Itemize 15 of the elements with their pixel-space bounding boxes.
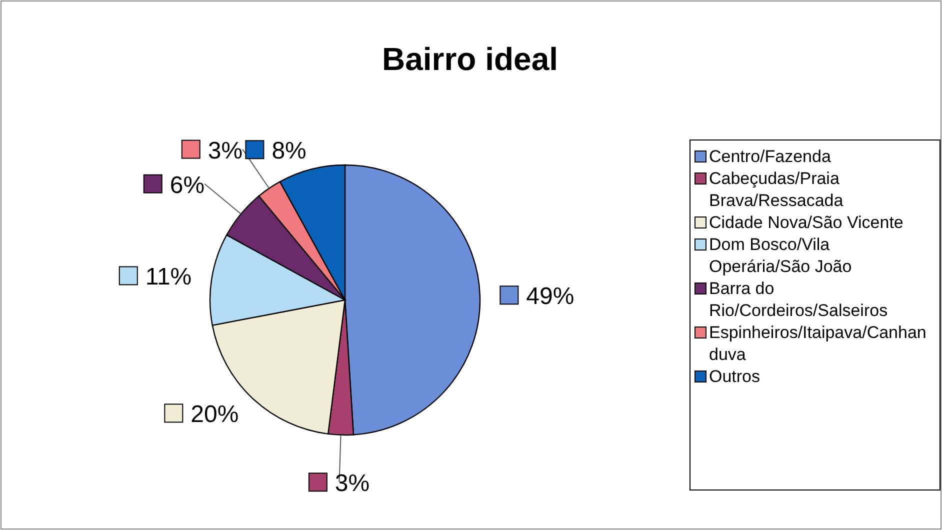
legend-label: Cabeçudas/Praia Brava/Ressacada [709, 169, 844, 210]
data-label: 49% [526, 283, 574, 310]
chart-title: Bairro ideal [382, 41, 558, 77]
legend-label: Outros [709, 367, 760, 386]
data-label: 20% [190, 401, 239, 428]
data-label: 11% [145, 264, 192, 291]
data-label: 3% [208, 137, 243, 164]
data-label: 3% [334, 470, 370, 498]
data-label: 6% [170, 172, 205, 199]
legend-label: Barra do Rio/Cordeiros/Salseiros [709, 279, 888, 320]
legend-label: Dom Bosco/Vila Operária/São João [709, 235, 852, 276]
legend-label: Cidade Nova/São Vicente [709, 213, 904, 232]
legend-label: Centro/Fazenda [709, 147, 832, 166]
data-label: 8% [272, 138, 306, 165]
legend-label: Espinheiros/Itaipava/Canhanduva [709, 323, 926, 364]
